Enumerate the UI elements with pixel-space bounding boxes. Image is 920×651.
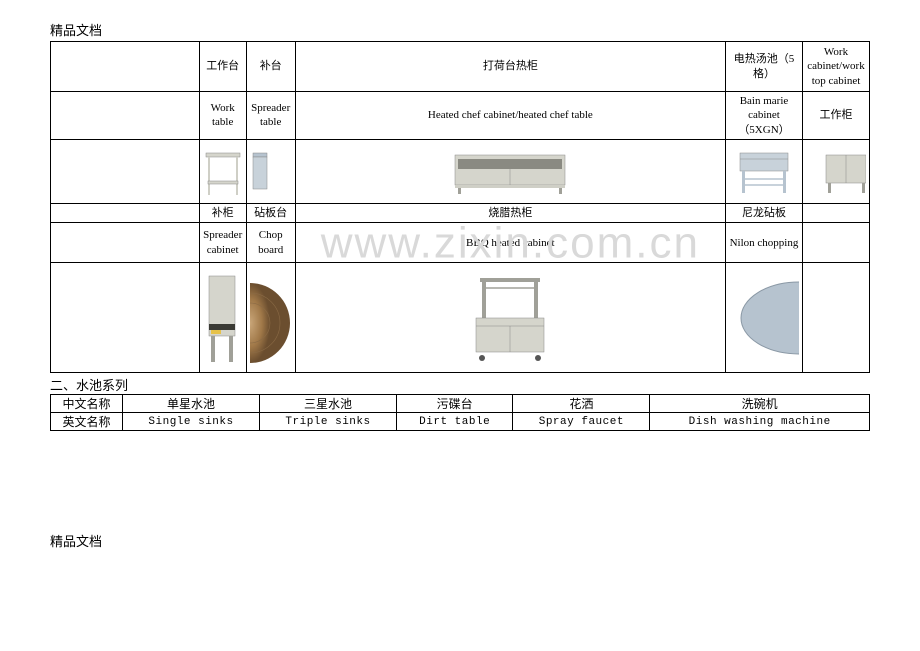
cell-empty xyxy=(51,139,200,203)
cell-empty xyxy=(802,223,869,263)
cell-en: Triple sinks xyxy=(260,413,397,431)
table-row xyxy=(51,263,870,373)
cell-cn: Work cabinet/work top cabinet xyxy=(802,42,869,92)
cell-cn: 洗碗机 xyxy=(650,395,870,413)
cell-cn: 补柜 xyxy=(199,203,246,222)
product-image-heated-chef-cabinet xyxy=(295,139,725,203)
row-label-en: 英文名称 xyxy=(51,413,123,431)
cell-en: Single sinks xyxy=(123,413,260,431)
product-image-chop-board xyxy=(246,263,295,373)
cell-text: BBQ heated cabinet xyxy=(466,237,555,249)
product-image-spreader-cabinet xyxy=(199,263,246,373)
cell-en: Heated chef cabinet/heated chef table xyxy=(295,92,725,140)
row-label-cn: 中文名称 xyxy=(51,395,123,413)
cell-cn: 电热汤池（5格） xyxy=(725,42,802,92)
table-row xyxy=(51,139,870,203)
cell-empty xyxy=(51,42,200,92)
cell-en: Work table xyxy=(199,92,246,140)
product-image-bain-marie xyxy=(725,139,802,203)
table-row: 补柜 砧板台 烧腊热柜 尼龙砧板 xyxy=(51,203,870,222)
cell-en: Chop board xyxy=(246,223,295,263)
cell-empty xyxy=(51,203,200,222)
doc-footer: 精品文档 xyxy=(50,531,870,550)
product-image-bbq-heated-cabinet xyxy=(295,263,725,373)
cell-empty xyxy=(51,223,200,263)
cell-cn: 打荷台热柜 xyxy=(295,42,725,92)
cell-en: 工作柜 xyxy=(802,92,869,140)
table-row: Spreader cabinet Chop board BBQ heated c… xyxy=(51,223,870,263)
doc-header: 精品文档 xyxy=(50,20,870,39)
cell-en: Spray faucet xyxy=(513,413,650,431)
table-row: Work table Spreader table Heated chef ca… xyxy=(51,92,870,140)
table-row: 工作台 补台 打荷台热柜 电热汤池（5格） Work cabinet/work … xyxy=(51,42,870,92)
cell-cn: 污碟台 xyxy=(397,395,513,413)
cell-cn: 单星水池 xyxy=(123,395,260,413)
product-image-work-cabinet xyxy=(802,139,869,203)
cell-cn: 烧腊热柜 xyxy=(295,203,725,222)
cell-empty xyxy=(802,203,869,222)
sinks-table: 中文名称 单星水池 三星水池 污碟台 花洒 洗碗机 英文名称 Single si… xyxy=(50,394,870,431)
cell-en: Spreader cabinet xyxy=(199,223,246,263)
table-row: 中文名称 单星水池 三星水池 污碟台 花洒 洗碗机 xyxy=(51,395,870,413)
cell-cn: 工作台 xyxy=(199,42,246,92)
cell-empty xyxy=(802,263,869,373)
cell-en: Nilon chopping xyxy=(725,223,802,263)
cell-cn: 花洒 xyxy=(513,395,650,413)
cell-en: Dirt table xyxy=(397,413,513,431)
cell-cn: 三星水池 xyxy=(260,395,397,413)
cell-en: Spreader table xyxy=(246,92,295,140)
product-image-spreader-table xyxy=(246,139,295,203)
cell-empty xyxy=(51,263,200,373)
cell-en: Bain marie cabinet（5XGN） xyxy=(725,92,802,140)
table-row: 英文名称 Single sinks Triple sinks Dirt tabl… xyxy=(51,413,870,431)
cell-cn: 砧板台 xyxy=(246,203,295,222)
cell-en: Dish washing machine xyxy=(650,413,870,431)
cell-empty xyxy=(51,92,200,140)
product-image-work-table xyxy=(199,139,246,203)
product-image-nilon-chopping xyxy=(725,263,802,373)
cell-cn: 尼龙砧板 xyxy=(725,203,802,222)
main-product-table: 工作台 补台 打荷台热柜 电热汤池（5格） Work cabinet/work … xyxy=(50,41,870,373)
cell-en: BBQ heated cabinet www.zixin.com.cn xyxy=(295,223,725,263)
cell-cn: 补台 xyxy=(246,42,295,92)
section-sinks-title: 二、水池系列 xyxy=(50,375,870,394)
